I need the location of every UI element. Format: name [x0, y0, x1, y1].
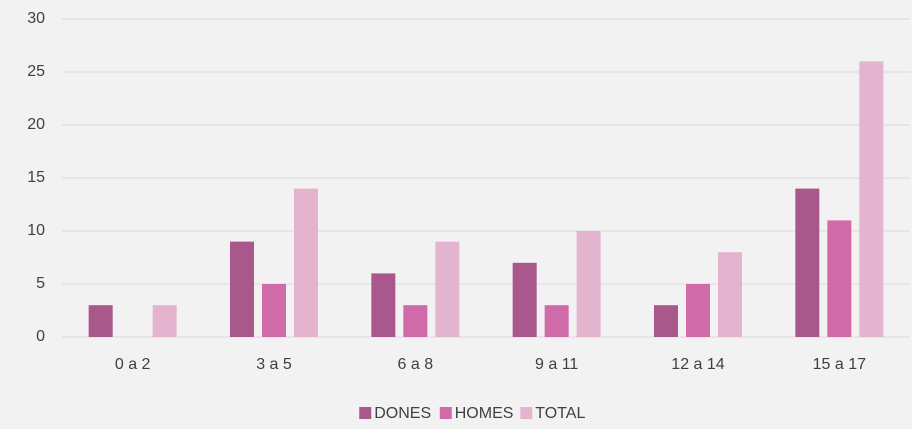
bar: [827, 220, 852, 337]
x-tick-label: 0 a 2: [115, 356, 151, 373]
y-tick-label: 10: [27, 222, 45, 239]
bar: [544, 305, 569, 337]
bar: [403, 305, 428, 337]
bar: [294, 188, 318, 337]
bar: [859, 61, 884, 338]
bar: [718, 252, 742, 337]
bar: [262, 284, 286, 337]
y-tick-label: 0: [36, 328, 45, 345]
y-tick-label: 30: [27, 10, 45, 27]
bar: [152, 305, 177, 337]
legend-swatch: [520, 407, 533, 419]
x-tick-label: 12 a 14: [671, 356, 724, 373]
x-tick-label: 15 a 17: [813, 356, 866, 373]
bar: [230, 241, 254, 337]
bar: [576, 231, 601, 337]
bar: [654, 305, 678, 337]
y-tick-label: 25: [27, 63, 45, 80]
y-tick-label: 5: [36, 275, 45, 292]
legend-swatch: [359, 407, 372, 419]
bar: [686, 284, 710, 337]
bar: [435, 241, 460, 337]
x-tick-label: 9 a 11: [535, 356, 578, 373]
x-tick-label: 3 a 5: [256, 356, 292, 373]
bar: [88, 305, 113, 337]
bar: [795, 188, 820, 337]
bar: [371, 273, 396, 337]
y-tick-label: 20: [27, 116, 45, 133]
legend-swatch: [439, 407, 452, 419]
legend-label: HOMES: [455, 405, 514, 422]
legend-label: DONES: [374, 405, 431, 422]
bar: [512, 262, 537, 337]
y-tick-label: 15: [27, 169, 45, 186]
legend-label: TOTAL: [535, 405, 585, 422]
x-tick-label: 6 a 8: [398, 356, 434, 373]
